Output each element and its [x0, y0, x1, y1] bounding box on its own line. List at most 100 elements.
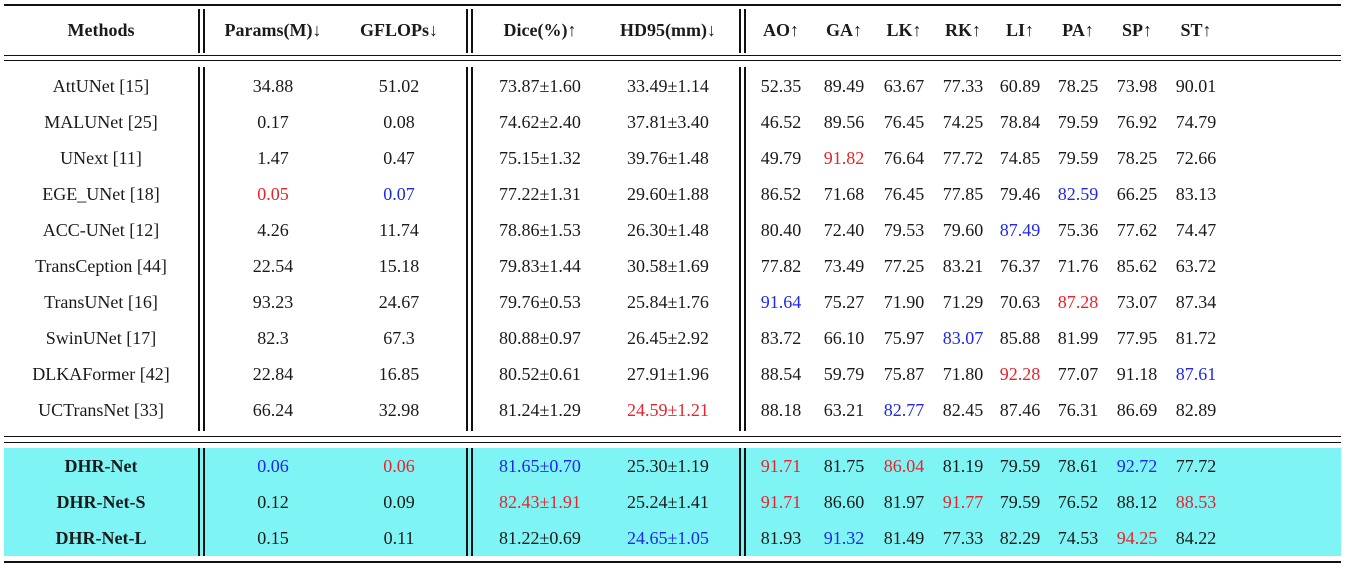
cell-hd95: 25.30±1.19 [627, 455, 709, 476]
cell-method: UCTransNet [33] [38, 399, 164, 420]
cell-gflops: 51.02 [378, 75, 420, 96]
cell-hd95: 25.84±1.76 [627, 291, 709, 312]
cell-hd95: 25.24±1.41 [627, 491, 709, 512]
cell-sp: 86.69 [1116, 399, 1158, 420]
cell-ga: 66.10 [823, 327, 865, 348]
cell-gflops: 11.74 [379, 219, 419, 240]
cell-sp: 91.18 [1116, 363, 1158, 384]
column-divider [739, 67, 741, 431]
cell-li: 82.29 [999, 527, 1041, 548]
column-divider [744, 448, 746, 556]
header-gflops: GFLOPs↓ [359, 20, 438, 40]
cell-li: 87.46 [999, 399, 1041, 420]
cell-dice: 73.87±1.60 [499, 75, 581, 96]
table-row: AttUNet [15] 34.88 51.02 73.87±1.60 33.49±1.… [0, 68, 1345, 104]
cell-hd95: 26.30±1.48 [627, 219, 709, 240]
cell-params: 0.05 [257, 183, 289, 204]
column-divider [471, 448, 473, 556]
column-divider [744, 67, 746, 431]
cell-sp: 88.12 [1116, 491, 1158, 512]
cell-sp: 85.62 [1116, 255, 1158, 276]
cell-rk: 74.25 [942, 111, 984, 132]
table-row: MALUNet [25] 0.17 0.08 74.62±2.40 37.81±3.40… [0, 104, 1345, 140]
cell-method: UNext [11] [60, 147, 142, 168]
cell-method: TransUNet [16] [44, 291, 158, 312]
cell-li: 87.49 [999, 219, 1041, 240]
table-row: TransUNet [16] 93.23 24.67 79.76±0.53 25.84±… [0, 284, 1345, 320]
header-sp: SP↑ [1121, 20, 1152, 40]
cell-lk: 75.97 [883, 327, 925, 348]
cell-pa: 74.53 [1057, 527, 1099, 548]
cell-li: 85.88 [999, 327, 1041, 348]
cell-rk: 77.85 [942, 183, 984, 204]
cell-params: 0.17 [257, 111, 289, 132]
cell-rk: 71.29 [942, 291, 984, 312]
cell-ao: 80.40 [760, 219, 802, 240]
header-lk: LK↑ [886, 20, 922, 40]
cell-hd95: 24.59±1.21 [627, 399, 709, 420]
cell-st: 77.72 [1175, 455, 1217, 476]
cell-gflops: 0.08 [383, 111, 415, 132]
table-row: SwinUNet [17] 82.3 67.3 80.88±0.97 26.45±2.9… [0, 320, 1345, 356]
cell-lk: 76.64 [883, 147, 925, 168]
cell-method: AttUNet [15] [52, 75, 150, 96]
cell-dice: 79.83±1.44 [499, 255, 581, 276]
cell-sp: 77.95 [1116, 327, 1158, 348]
cell-ao: 91.64 [760, 291, 802, 312]
cell-st: 87.61 [1175, 363, 1217, 384]
cell-dice: 79.76±0.53 [499, 291, 581, 312]
cell-hd95: 37.81±3.40 [627, 111, 709, 132]
cell-method: DHR-Net-S [56, 491, 146, 512]
cell-rk: 79.60 [942, 219, 984, 240]
column-divider [466, 448, 468, 556]
cell-dice: 80.88±0.97 [499, 327, 581, 348]
cell-st: 87.34 [1175, 291, 1217, 312]
cell-rk: 81.19 [942, 455, 984, 476]
cell-gflops: 15.18 [378, 255, 420, 276]
cell-gflops: 0.07 [383, 183, 415, 204]
cell-lk: 81.49 [883, 527, 925, 548]
header-row: Methods Params(M)↓ GFLOPs↓ Dice(%)↑ HD95(mm)… [0, 6, 1345, 55]
cell-sp: 94.25 [1116, 527, 1158, 548]
cell-st: 63.72 [1175, 255, 1217, 276]
cell-lk: 75.87 [883, 363, 925, 384]
cell-pa: 78.25 [1057, 75, 1099, 96]
cell-params: 22.54 [252, 255, 294, 276]
cell-dice: 80.52±0.61 [499, 363, 581, 384]
cell-pa: 76.31 [1057, 399, 1099, 420]
cell-li: 70.63 [999, 291, 1041, 312]
cell-ao: 86.52 [760, 183, 802, 204]
cell-li: 79.46 [999, 183, 1041, 204]
cell-rk: 71.80 [942, 363, 984, 384]
cell-ga: 73.49 [823, 255, 865, 276]
cell-ao: 46.52 [760, 111, 802, 132]
cell-gflops: 0.06 [383, 455, 415, 476]
cell-params: 66.24 [252, 399, 294, 420]
cell-params: 4.26 [257, 219, 289, 240]
column-divider [471, 9, 473, 53]
column-divider [198, 448, 200, 556]
cell-li: 78.84 [999, 111, 1041, 132]
cell-st: 88.53 [1175, 491, 1217, 512]
cell-sp: 76.92 [1116, 111, 1158, 132]
header-rule-1 [4, 55, 1341, 56]
cell-ga: 89.49 [823, 75, 865, 96]
mid-rule-2 [4, 442, 1341, 443]
cell-ga: 75.27 [823, 291, 865, 312]
cell-ao: 77.82 [760, 255, 802, 276]
column-divider [203, 9, 205, 53]
cell-method: EGE_UNet [18] [42, 183, 160, 204]
cell-pa: 79.59 [1057, 147, 1099, 168]
cell-ga: 86.60 [823, 491, 865, 512]
column-divider [198, 9, 200, 53]
header-params: Params(M)↓ [224, 20, 322, 40]
cell-sp: 73.07 [1116, 291, 1158, 312]
cell-params: 0.15 [257, 527, 289, 548]
cell-method: DHR-Net-L [55, 527, 147, 548]
header-rk: RK↑ [945, 20, 981, 40]
column-divider [739, 448, 741, 556]
cell-gflops: 16.85 [378, 363, 420, 384]
cell-pa: 79.59 [1057, 111, 1099, 132]
cell-li: 60.89 [999, 75, 1041, 96]
cell-lk: 71.90 [883, 291, 925, 312]
